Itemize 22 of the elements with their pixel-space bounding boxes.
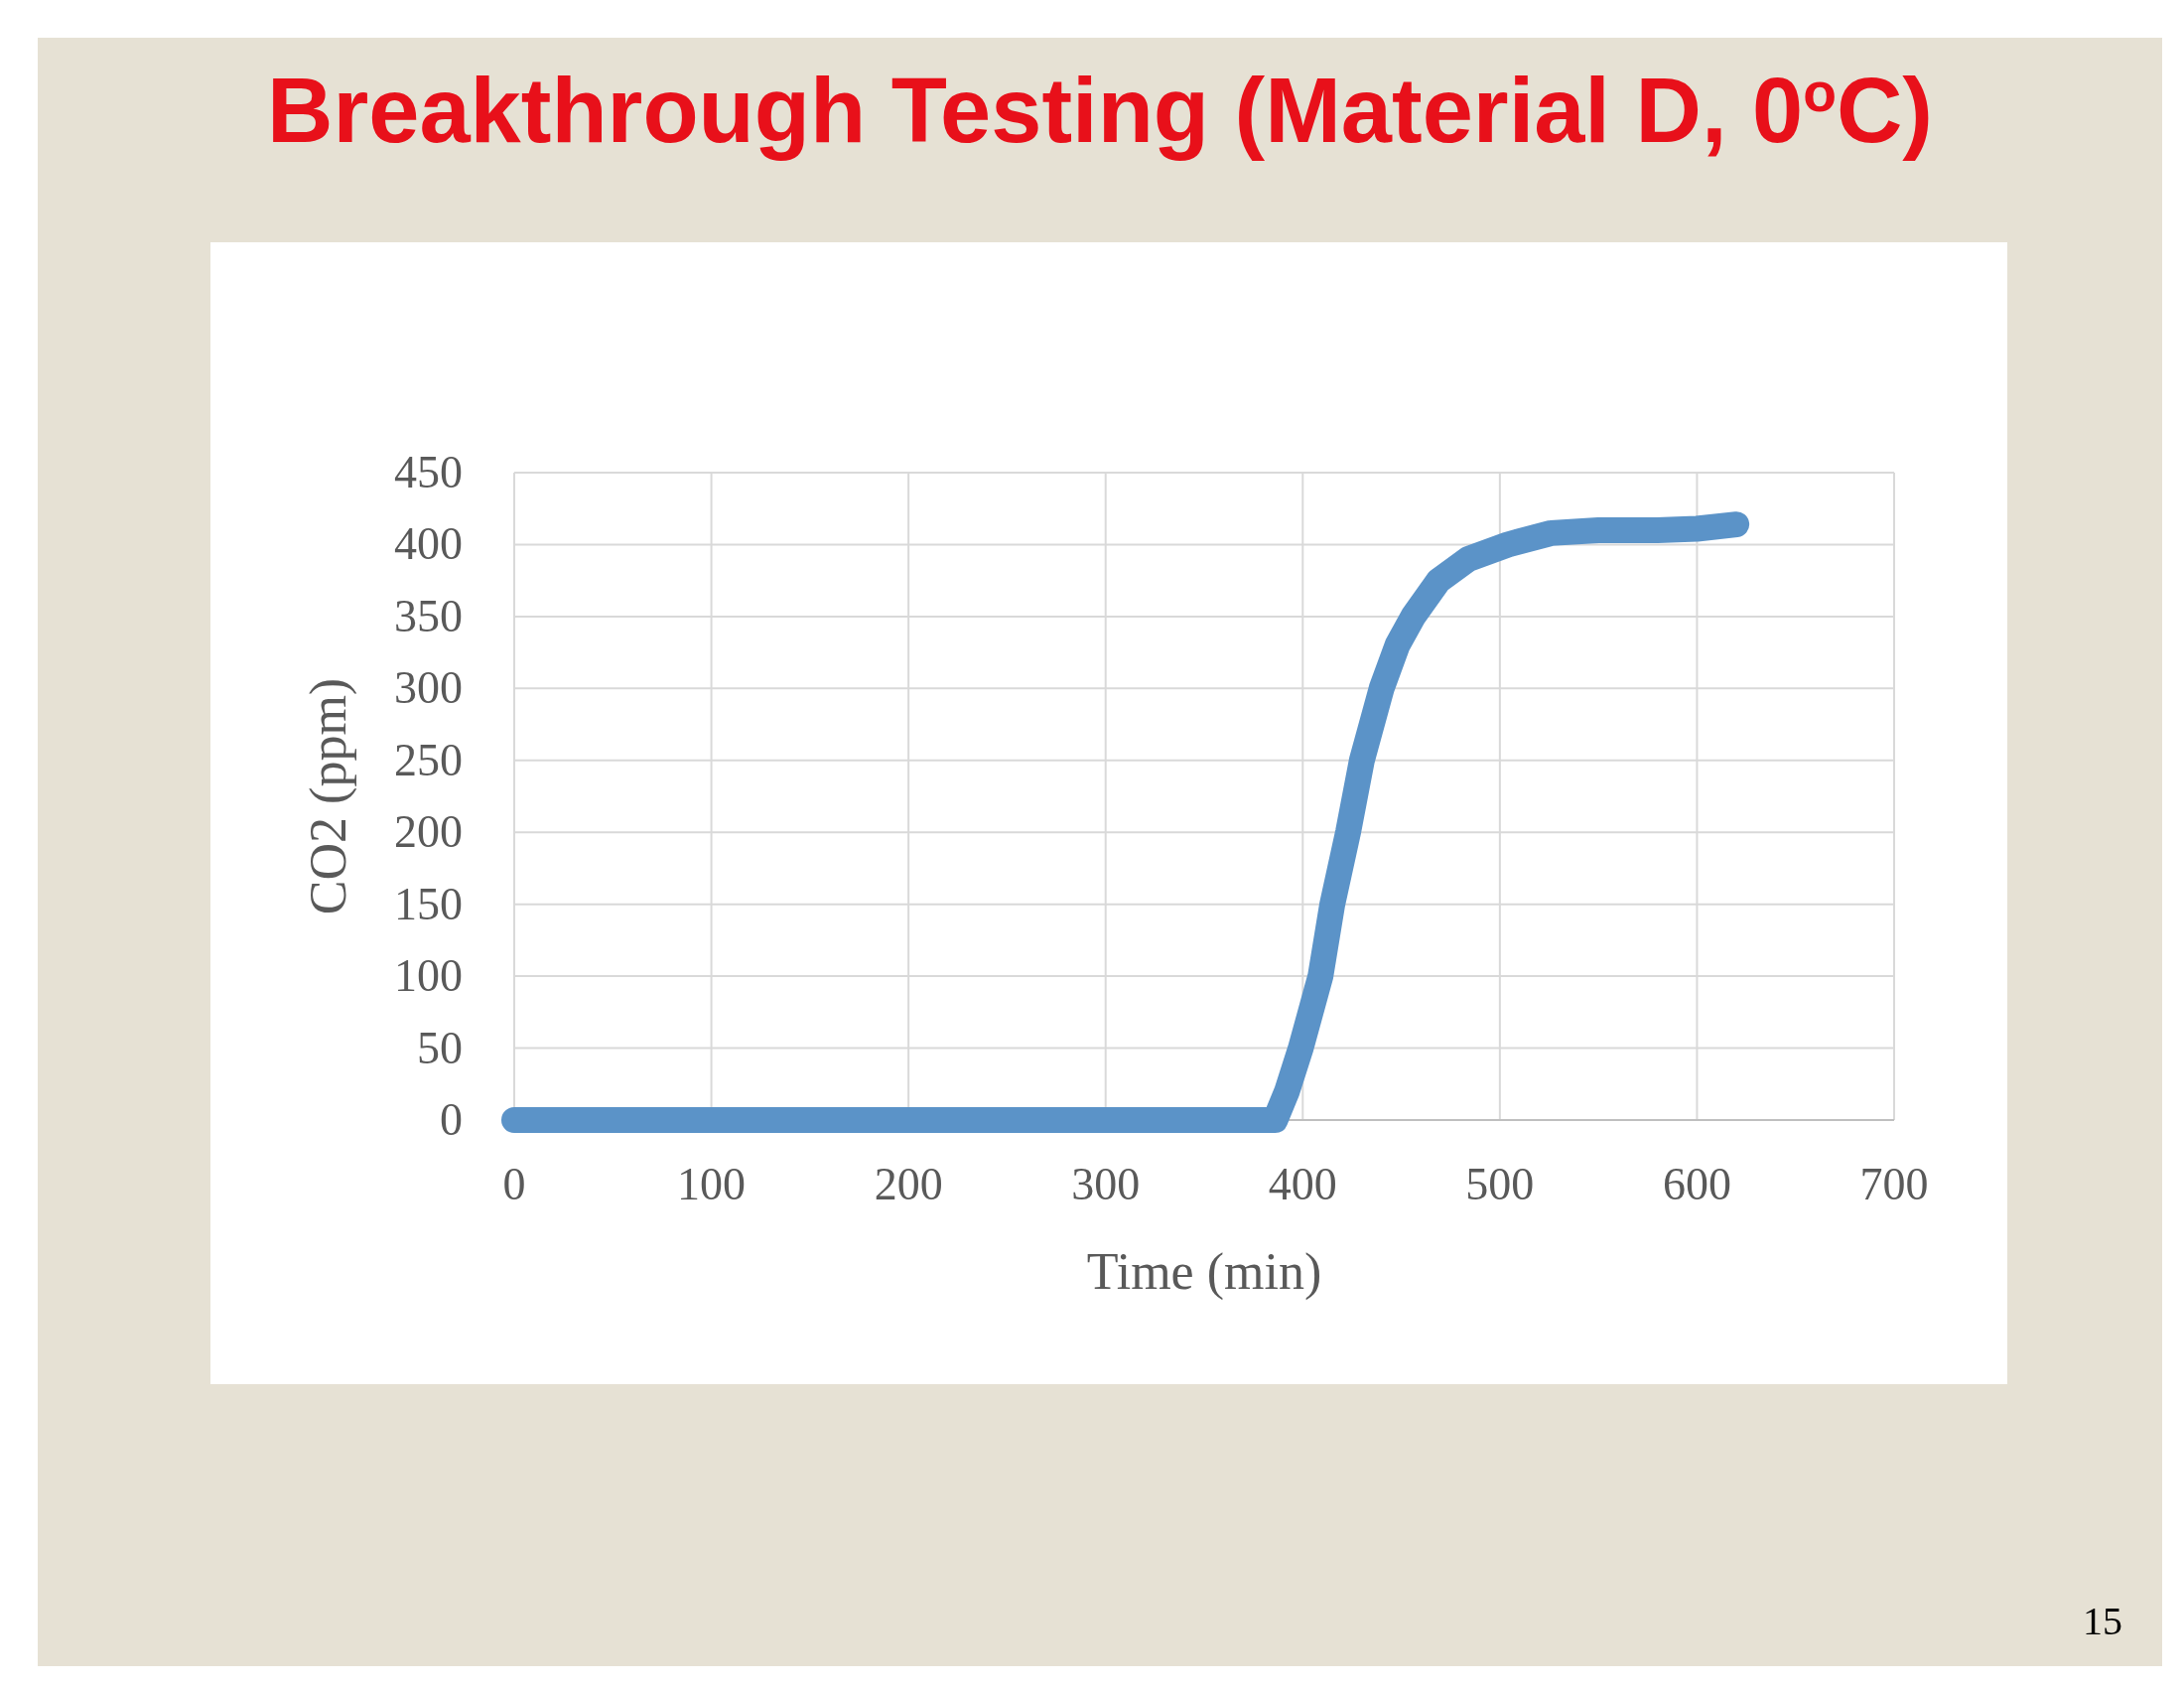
y-axis-title: CO2 (ppm): [300, 677, 357, 915]
y-tick-label: 250: [394, 734, 463, 785]
y-tick-label: 400: [394, 518, 463, 570]
chart-title: Breakthrough Testing (Material D, 0$^{o}$C): [267, 60, 1933, 161]
y-tick-label: 50: [417, 1022, 463, 1073]
y-tick-label: 450: [394, 447, 463, 497]
y-tick-label: 150: [394, 878, 463, 929]
x-tick-label: 100: [677, 1159, 747, 1209]
x-tick-label: 0: [502, 1159, 526, 1209]
x-tick-label: 700: [1859, 1159, 1929, 1209]
y-tick-label: 350: [394, 590, 463, 641]
x-axis-title: Time (min): [1086, 1243, 1322, 1301]
x-tick-label: 200: [874, 1159, 943, 1209]
y-tick-label: 300: [394, 662, 463, 714]
x-tick-label: 400: [1268, 1159, 1337, 1209]
y-tick-label: 0: [440, 1094, 463, 1145]
text: 15: [2083, 1599, 2122, 1643]
x-tick-label: 600: [1662, 1159, 1731, 1209]
y-tick-label: 200: [394, 806, 463, 858]
x-tick-label: 300: [1071, 1159, 1141, 1209]
x-tick-label: 500: [1465, 1159, 1535, 1209]
y-tick-label: 100: [394, 950, 463, 1002]
